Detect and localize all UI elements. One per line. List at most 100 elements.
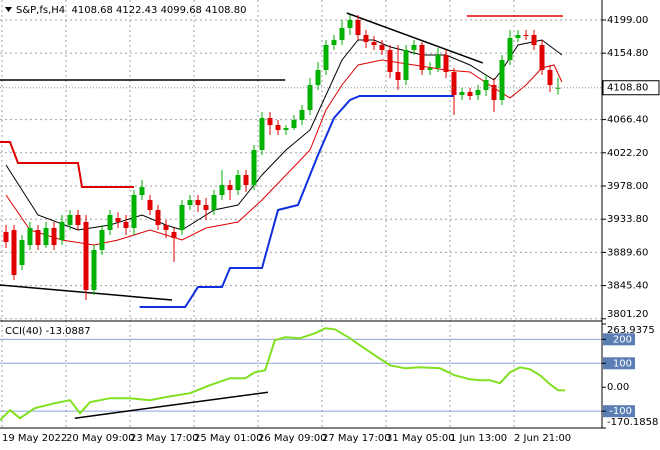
y-tick-label: 263.9375 bbox=[607, 325, 655, 336]
y-tick-label: 3889.60 bbox=[607, 247, 648, 258]
candle-body bbox=[315, 70, 321, 86]
candle-body bbox=[187, 200, 193, 205]
candle-body bbox=[139, 187, 145, 196]
candle-body bbox=[339, 27, 345, 40]
x-tick-label: 2 Jun 21:00 bbox=[514, 433, 571, 444]
indicator-line bbox=[0, 141, 134, 188]
candle-body bbox=[491, 85, 497, 100]
main-grid bbox=[0, 0, 602, 428]
candle-body bbox=[131, 195, 137, 228]
cci-line bbox=[0, 327, 566, 421]
trend-line bbox=[74, 391, 269, 419]
candle-body bbox=[91, 249, 97, 291]
candle-body bbox=[539, 44, 545, 71]
candle-body bbox=[3, 231, 9, 243]
price-label: 4108.80 bbox=[607, 83, 648, 94]
candle-body bbox=[459, 92, 465, 96]
y-tick-label: 3978.00 bbox=[607, 181, 648, 192]
candle-body bbox=[51, 227, 57, 246]
candle-body bbox=[275, 124, 281, 131]
candle-body bbox=[155, 210, 161, 225]
candle-body bbox=[171, 231, 177, 238]
y-tick-label: 3801.20 bbox=[607, 309, 648, 320]
candle-body bbox=[411, 44, 417, 51]
candle-body bbox=[195, 200, 201, 205]
indicator-line bbox=[5, 59, 563, 246]
y-tick-label: 0.00 bbox=[607, 382, 629, 393]
level-label-box bbox=[603, 357, 635, 370]
candle-body bbox=[147, 200, 153, 211]
candle-body bbox=[379, 44, 385, 51]
candle-body bbox=[403, 50, 409, 80]
candle-body bbox=[363, 35, 369, 42]
candle-body bbox=[179, 204, 185, 231]
y-tick-label: 200 bbox=[613, 334, 632, 345]
candle-body bbox=[219, 185, 225, 196]
x-tick-label: 25 May 01:00 bbox=[194, 433, 263, 444]
candle-body bbox=[235, 175, 241, 191]
candle-body bbox=[35, 230, 41, 246]
x-tick-label: 1 Jun 13:00 bbox=[450, 433, 507, 444]
candle-body bbox=[427, 67, 433, 71]
y-tick-label: 4022.20 bbox=[607, 148, 648, 159]
candle-body bbox=[115, 217, 121, 222]
y-tick-label: 3845.40 bbox=[607, 281, 648, 292]
candle-body bbox=[75, 214, 81, 225]
candle-body bbox=[251, 150, 257, 186]
candle-body bbox=[11, 230, 17, 276]
candle-body bbox=[507, 38, 513, 61]
candle-body bbox=[259, 118, 265, 151]
x-tick-label: 27 May 17:00 bbox=[322, 433, 391, 444]
y-tick-label: 4154.80 bbox=[607, 48, 648, 59]
x-tick-label: 23 May 17:00 bbox=[130, 433, 199, 444]
y-tick-label: -170.1858 bbox=[607, 417, 658, 428]
candle-body bbox=[43, 227, 49, 246]
candle-body bbox=[475, 89, 481, 96]
candle-body bbox=[347, 19, 353, 28]
indicator-title: CCI(40) -13.0887 bbox=[5, 326, 91, 337]
trend-line bbox=[346, 12, 484, 64]
menu-triangle[interactable] bbox=[5, 7, 12, 12]
candle-body bbox=[267, 118, 273, 125]
candle-body bbox=[291, 119, 297, 128]
candle-body bbox=[107, 214, 113, 231]
y-tick-label: 4066.40 bbox=[607, 115, 648, 126]
candle-body bbox=[123, 221, 129, 228]
level-label-box bbox=[603, 405, 635, 418]
chart-title: S&P,fs,H4 4108.68 4122.43 4099.68 4108.8… bbox=[16, 5, 246, 16]
marks: 4199.00 4154.80 4066.40 4022.20 3978.00 3933.… bbox=[0, 12, 660, 444]
candle-body bbox=[355, 19, 361, 36]
candle-body bbox=[19, 240, 25, 266]
x-tick-label: 26 May 09:00 bbox=[258, 433, 327, 444]
candle-body bbox=[211, 195, 217, 211]
indicator-line bbox=[139, 95, 454, 308]
candle-body bbox=[83, 221, 89, 291]
candle-body bbox=[371, 41, 377, 45]
x-tick-label: 20 May 09:00 bbox=[66, 433, 135, 444]
y-tick-label: 100 bbox=[613, 358, 632, 369]
candle-body bbox=[531, 35, 537, 45]
candle-body bbox=[387, 50, 393, 73]
candle-body bbox=[59, 221, 65, 240]
candle-body bbox=[27, 227, 33, 246]
candle-body bbox=[435, 54, 441, 68]
y-tick-label: 3933.80 bbox=[607, 214, 648, 225]
candle-body bbox=[99, 230, 105, 250]
y-tick-label: 4199.00 bbox=[607, 15, 648, 26]
candle-body bbox=[499, 60, 505, 100]
candle-body bbox=[323, 44, 329, 71]
candle-body bbox=[547, 70, 553, 86]
candle-body bbox=[299, 109, 305, 120]
candle-body bbox=[515, 35, 521, 39]
level-label-box bbox=[603, 333, 635, 346]
candle-body bbox=[203, 204, 209, 211]
x-tick-label: 31 May 05:00 bbox=[386, 433, 455, 444]
candle-body bbox=[307, 85, 313, 110]
price-label-box bbox=[602, 80, 660, 96]
candle-body bbox=[163, 224, 169, 231]
x-tick-label: 19 May 2022 bbox=[2, 433, 67, 444]
candle-body bbox=[227, 185, 233, 191]
candle-body bbox=[523, 35, 529, 37]
